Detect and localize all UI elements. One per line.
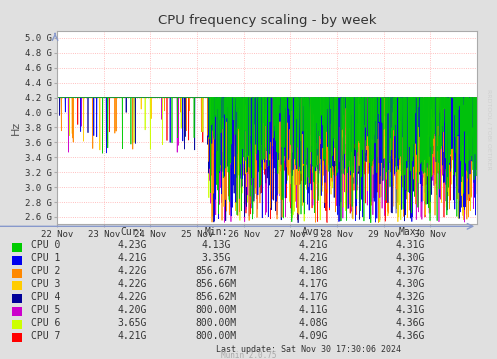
Text: 4.36G: 4.36G bbox=[395, 318, 425, 328]
Title: CPU frequency scaling - by week: CPU frequency scaling - by week bbox=[158, 14, 376, 27]
Text: 800.00M: 800.00M bbox=[196, 318, 237, 328]
Text: 4.11G: 4.11G bbox=[298, 305, 328, 315]
Text: 856.62M: 856.62M bbox=[196, 292, 237, 302]
Text: 4.31G: 4.31G bbox=[395, 305, 425, 315]
Text: 4.30G: 4.30G bbox=[395, 279, 425, 289]
Text: 4.20G: 4.20G bbox=[117, 305, 147, 315]
Text: 4.21G: 4.21G bbox=[117, 331, 147, 341]
Text: 3.35G: 3.35G bbox=[201, 253, 231, 263]
Text: CPU 4: CPU 4 bbox=[31, 292, 60, 302]
Text: 3.65G: 3.65G bbox=[117, 318, 147, 328]
Text: 4.21G: 4.21G bbox=[298, 240, 328, 250]
Text: Cur:: Cur: bbox=[120, 227, 144, 237]
Text: 4.37G: 4.37G bbox=[395, 266, 425, 276]
Text: 4.30G: 4.30G bbox=[395, 253, 425, 263]
Text: 4.21G: 4.21G bbox=[117, 253, 147, 263]
Text: 4.31G: 4.31G bbox=[395, 240, 425, 250]
Text: Max:: Max: bbox=[398, 227, 422, 237]
Text: 4.17G: 4.17G bbox=[298, 292, 328, 302]
Text: 4.08G: 4.08G bbox=[298, 318, 328, 328]
Text: 4.22G: 4.22G bbox=[117, 266, 147, 276]
Text: CPU 3: CPU 3 bbox=[31, 279, 60, 289]
Text: 800.00M: 800.00M bbox=[196, 305, 237, 315]
Text: CPU 2: CPU 2 bbox=[31, 266, 60, 276]
Text: 4.23G: 4.23G bbox=[117, 240, 147, 250]
Text: 4.22G: 4.22G bbox=[117, 292, 147, 302]
Text: 4.36G: 4.36G bbox=[395, 331, 425, 341]
Text: 4.22G: 4.22G bbox=[117, 279, 147, 289]
Text: Min:: Min: bbox=[204, 227, 228, 237]
Text: 4.21G: 4.21G bbox=[298, 253, 328, 263]
Text: CPU 0: CPU 0 bbox=[31, 240, 60, 250]
Text: 856.67M: 856.67M bbox=[196, 266, 237, 276]
Text: CPU 7: CPU 7 bbox=[31, 331, 60, 341]
Text: 4.13G: 4.13G bbox=[201, 240, 231, 250]
Text: Last update: Sat Nov 30 17:30:06 2024: Last update: Sat Nov 30 17:30:06 2024 bbox=[216, 345, 401, 354]
Text: CPU 5: CPU 5 bbox=[31, 305, 60, 315]
Text: Munin 2.0.75: Munin 2.0.75 bbox=[221, 351, 276, 359]
Text: Avg:: Avg: bbox=[301, 227, 325, 237]
Y-axis label: Hz: Hz bbox=[10, 120, 20, 135]
Text: CPU 6: CPU 6 bbox=[31, 318, 60, 328]
Text: 4.09G: 4.09G bbox=[298, 331, 328, 341]
Text: CPU 1: CPU 1 bbox=[31, 253, 60, 263]
Text: 4.18G: 4.18G bbox=[298, 266, 328, 276]
Text: 4.32G: 4.32G bbox=[395, 292, 425, 302]
Text: RRDTOOL / TOBI OETIKER: RRDTOOL / TOBI OETIKER bbox=[486, 89, 491, 169]
Text: 4.17G: 4.17G bbox=[298, 279, 328, 289]
Text: 800.00M: 800.00M bbox=[196, 331, 237, 341]
Text: 856.66M: 856.66M bbox=[196, 279, 237, 289]
